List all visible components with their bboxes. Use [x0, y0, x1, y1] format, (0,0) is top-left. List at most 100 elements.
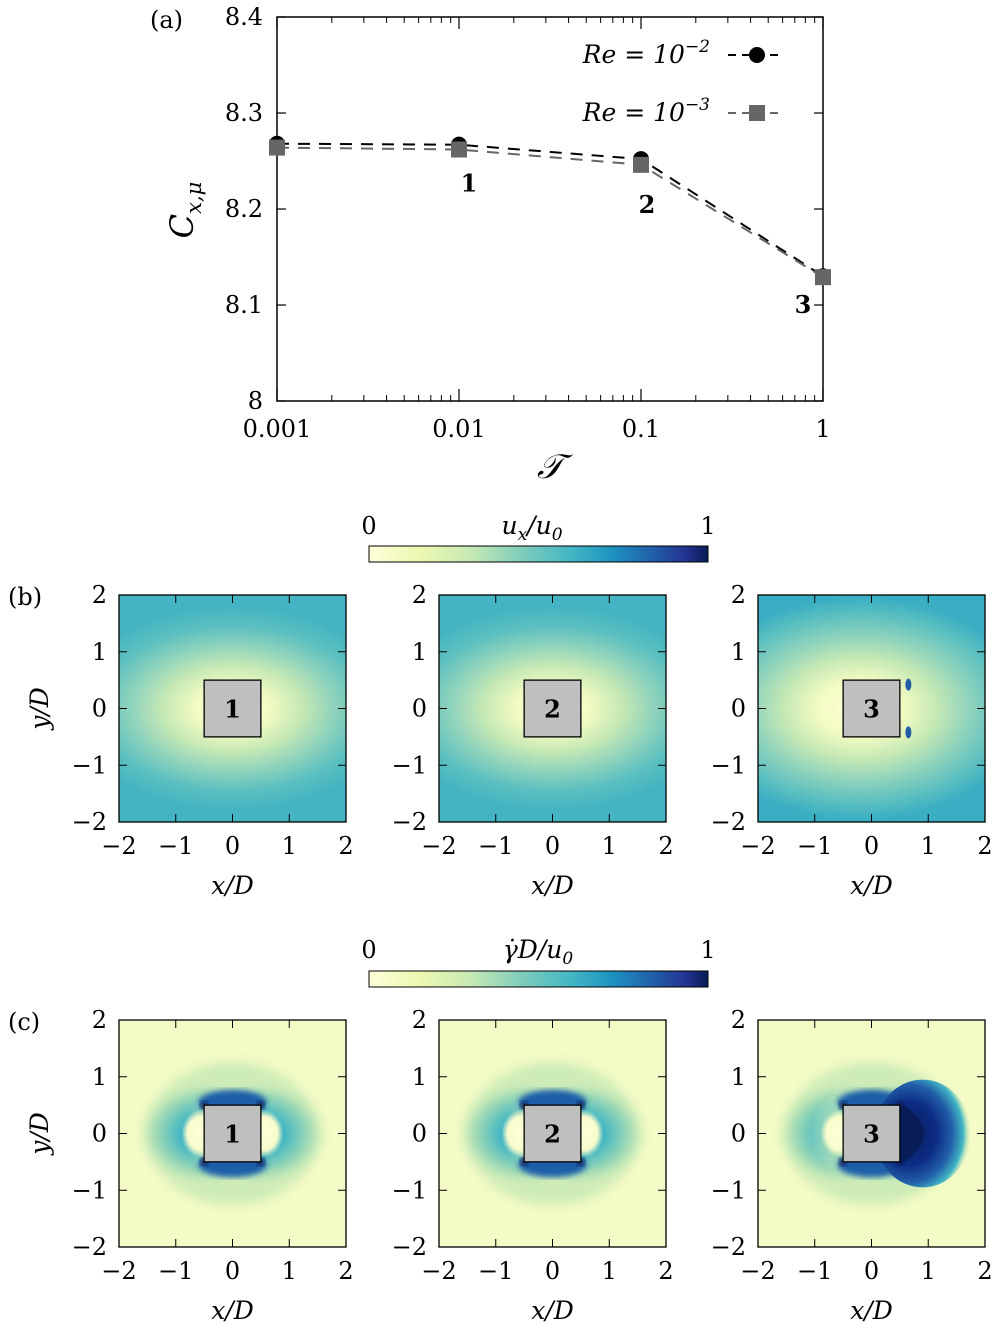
cylinder-label-2: 2 — [544, 1120, 561, 1149]
cylinder-label-3: 3 — [863, 1120, 880, 1149]
corner-jet — [905, 726, 912, 739]
x-tick-label: 2 — [977, 1257, 992, 1285]
y-tick-label: 1 — [412, 1063, 427, 1091]
x-tick-label: 2 — [977, 832, 992, 860]
x-tick-label: 0 — [545, 1257, 560, 1285]
y-tick-label: 0 — [412, 695, 427, 723]
square-cylinder — [842, 1104, 901, 1163]
y-tick-label: −1 — [392, 1176, 427, 1204]
y-tick-label: 2 — [731, 581, 746, 609]
colorbar-b-label: ux/u0 — [501, 511, 562, 545]
x-tick-label: 0 — [864, 832, 879, 860]
x-tick-label: 1 — [921, 832, 936, 860]
panel-b-label: (b) — [8, 583, 42, 611]
x-tick-label: 0 — [225, 1257, 240, 1285]
cylinder-label-3: 3 — [863, 695, 880, 724]
colorbar-c-label: γ̇D/u0 — [503, 935, 574, 969]
panel-a-label: (a) — [150, 6, 183, 34]
x-tick-label: 0 — [864, 1257, 879, 1285]
y-tick-label: 2 — [731, 1006, 746, 1034]
panel-a-legend: Re = 10−2 Re = 10−3 — [582, 37, 782, 127]
panel-a-y-ticks: 8 8.1 8.2 8.3 8.4 — [225, 3, 823, 415]
panel-c-label: (c) — [8, 1008, 40, 1036]
wake-core — [899, 1102, 924, 1165]
x-tick-label: −2 — [421, 1257, 456, 1285]
x-tick-label: 1 — [282, 832, 297, 860]
y-tick-label: −1 — [711, 1176, 746, 1204]
y-tick-label: −2 — [72, 808, 107, 836]
data-point-square — [451, 141, 467, 158]
x-tick-label: 1 — [602, 832, 617, 860]
x-tick-label: −2 — [740, 832, 775, 860]
cylinder-label-2: 2 — [544, 695, 561, 724]
y-tick-label: 0 — [412, 1120, 427, 1148]
point-label-2: 2 — [639, 190, 656, 219]
y-tick-label: −2 — [711, 808, 746, 836]
y-tick-label: 0 — [92, 695, 107, 723]
x-tick-label: 0 — [545, 832, 560, 860]
data-point-square — [815, 269, 831, 286]
cylinder-label-1: 1 — [224, 695, 241, 724]
x-tick-label: 0.001 — [243, 415, 312, 443]
x-axis-label: x/D — [850, 1296, 893, 1325]
x-tick-label: 0 — [225, 832, 240, 860]
data-point-square — [633, 156, 649, 173]
y-tick-label: 1 — [412, 638, 427, 666]
x-tick-label: 2 — [338, 832, 353, 860]
x-tick-label: −2 — [740, 1257, 775, 1285]
y-tick-label: 0 — [92, 1120, 107, 1148]
panel-a-y-axis-label: Cx,μ — [163, 182, 206, 239]
x-tick-label: −2 — [421, 832, 456, 860]
panel-b-colorbar: 0 1 ux/u0 — [361, 511, 716, 563]
y-tick-label: 8.4 — [225, 3, 263, 31]
y-tick-label: −2 — [72, 1233, 107, 1261]
panel-a-frame — [276, 16, 824, 402]
legend-marker-square — [749, 105, 765, 121]
y-axis-label: y/D — [25, 1112, 54, 1156]
y-tick-label: 0 — [731, 1120, 746, 1148]
y-tick-label: 2 — [92, 1006, 107, 1034]
x-tick-label: 1 — [282, 1257, 297, 1285]
legend-entry-re3: Re = 10−3 — [582, 95, 710, 127]
x-tick-label: 2 — [658, 1257, 673, 1285]
x-tick-label: 1 — [602, 1257, 617, 1285]
data-point-square — [269, 139, 285, 156]
y-tick-label: −2 — [711, 1233, 746, 1261]
panel-a-x-axis-label: 𝒯 — [537, 447, 573, 487]
y-label-sub: x,μ — [182, 182, 206, 214]
y-tick-label: −1 — [711, 751, 746, 779]
series-line-2 — [276, 146, 824, 279]
x-tick-label: −1 — [158, 1257, 193, 1285]
ux-map-2: 2 −2−2 −1 −1 0 0 1 1 2 2 x/D — [392, 581, 674, 900]
square-cylinder — [203, 679, 262, 738]
y-tick-label: 1 — [92, 1063, 107, 1091]
y-tick-label: −1 — [72, 1176, 107, 1204]
y-tick-label: −1 — [392, 751, 427, 779]
x-axis-label: x/D — [211, 1296, 254, 1325]
colorbar-c-max: 1 — [700, 936, 715, 964]
x-tick-label: −1 — [797, 832, 832, 860]
x-tick-label: −2 — [101, 832, 136, 860]
square-cylinder — [842, 679, 901, 738]
x-tick-label: −1 — [797, 1257, 832, 1285]
x-axis-label: x/D — [531, 1296, 574, 1325]
y-tick-label: −1 — [72, 751, 107, 779]
point-label-3: 3 — [795, 290, 812, 319]
y-tick-label: −2 — [392, 1233, 427, 1261]
x-tick-label: −2 — [101, 1257, 136, 1285]
x-tick-label: 2 — [338, 1257, 353, 1285]
y-tick-label: 2 — [412, 1006, 427, 1034]
y-tick-label: 8.2 — [225, 195, 263, 223]
shear-map-3: 3 −2−2 −1 −1 0 0 1 1 2 2 x/D — [711, 1006, 993, 1325]
ux-map-3: 3 −2−2 −1 −1 0 0 1 1 2 2 x/D — [711, 581, 993, 900]
panel-a-point-labels: 1 2 3 — [461, 168, 812, 319]
cylinder-label-1: 1 — [224, 1120, 241, 1149]
square-cylinder — [523, 1104, 582, 1163]
x-tick-label: 0.01 — [432, 415, 485, 443]
x-tick-label: 2 — [658, 832, 673, 860]
x-axis-label: x/D — [850, 871, 893, 900]
square-cylinder — [203, 1104, 262, 1163]
